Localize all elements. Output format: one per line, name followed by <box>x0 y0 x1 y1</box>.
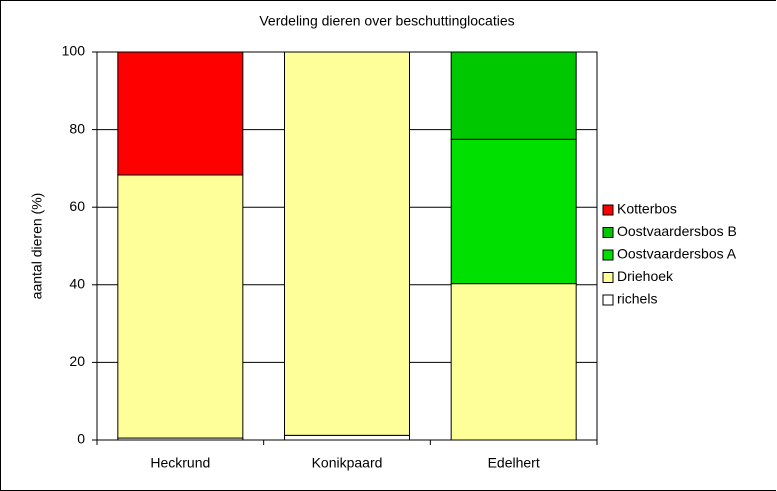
x-tick-label: Heckrund <box>150 455 210 471</box>
legend-swatch <box>602 227 614 238</box>
y-tick-label: 80 <box>69 120 85 136</box>
legend-label: Oostvaardersbos A <box>617 246 737 262</box>
legend-label: Driehoek <box>617 268 674 284</box>
x-tick-label: Edelhert <box>488 455 540 471</box>
y-tick-label: 40 <box>69 276 85 292</box>
bar-segment <box>117 51 244 176</box>
bar-segment <box>284 434 410 441</box>
legend-label: Kotterbos <box>617 201 677 217</box>
y-tick-label: 60 <box>69 198 85 214</box>
legend-label: Oostvaardersbos B <box>617 223 737 239</box>
y-axis-label: aantal dieren (%) <box>29 193 45 300</box>
legend-swatch <box>602 294 614 306</box>
bar-segment <box>117 174 244 439</box>
bar-segment <box>450 51 577 140</box>
bar-segment <box>284 51 410 436</box>
x-tick-label: Konikpaard <box>312 455 383 471</box>
y-tick-label: 20 <box>69 353 85 369</box>
legend-swatch <box>602 204 614 216</box>
y-tick-label: 100 <box>62 43 86 59</box>
legend-swatch <box>602 249 614 261</box>
legend-label: richels <box>617 291 657 307</box>
y-tick-label: 0 <box>77 431 85 447</box>
chart-title: Verdeling dieren over beschuttinglocatie… <box>259 13 514 29</box>
bar-segment <box>450 283 577 441</box>
legend-swatch <box>602 272 614 283</box>
bar-segment <box>450 138 577 285</box>
